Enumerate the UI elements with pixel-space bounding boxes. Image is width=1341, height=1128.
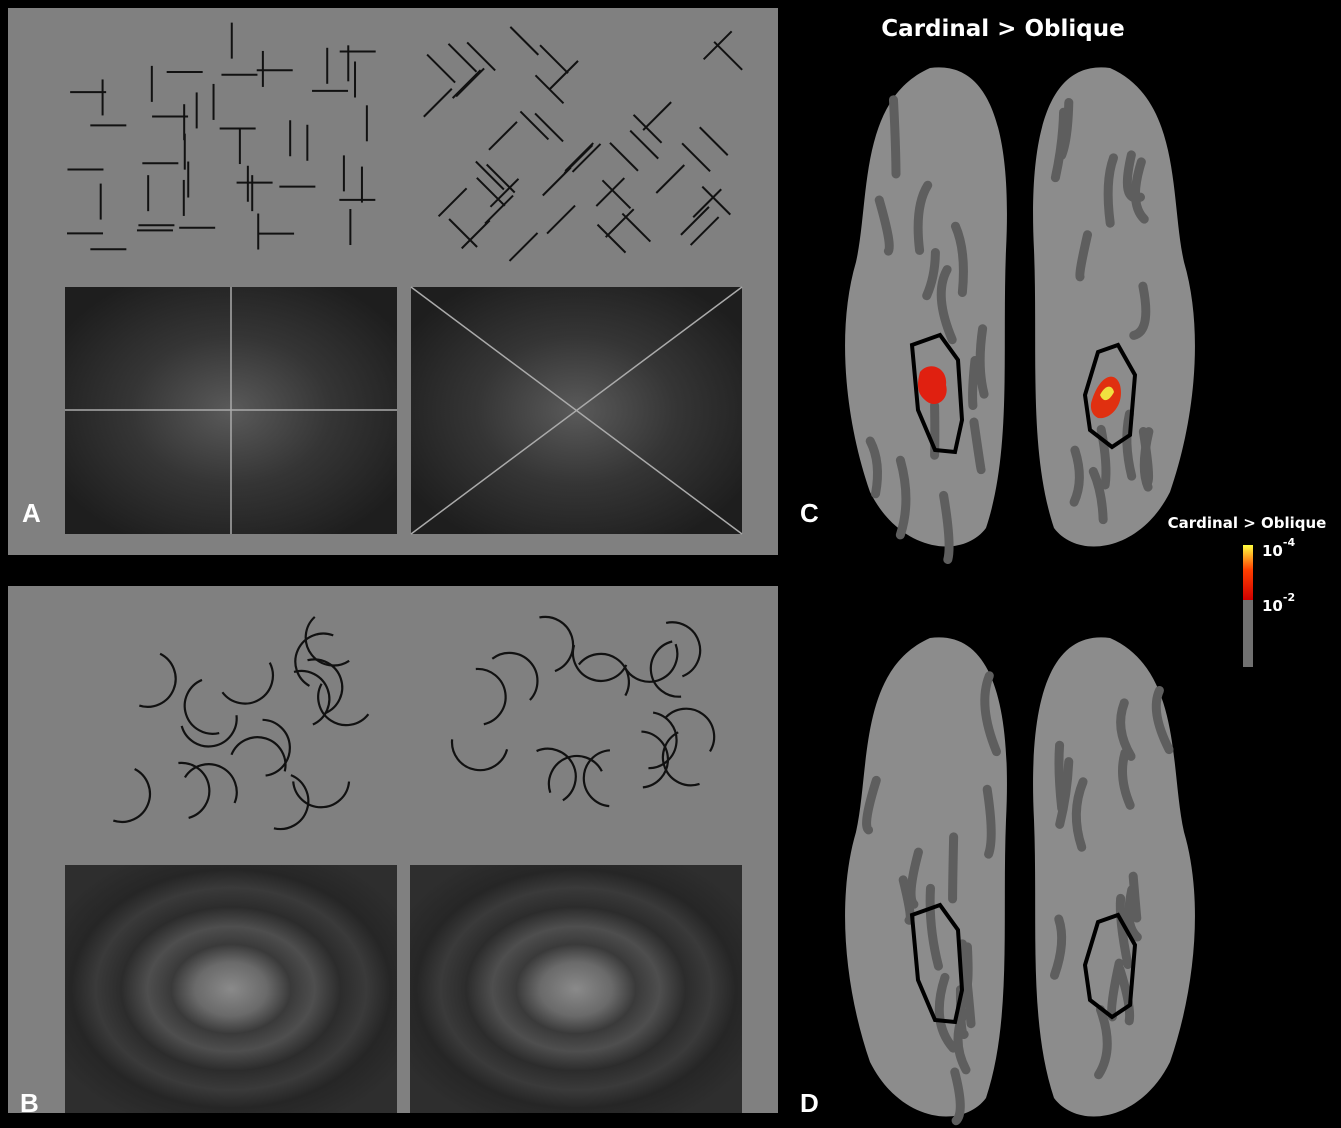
sulcus [953, 837, 954, 899]
sulcus [955, 1072, 961, 1121]
sulcus [944, 495, 949, 559]
figure: Cardinal > Oblique 10-4 10-2 Cardinal > … [0, 0, 1341, 1128]
sulcus [1144, 432, 1149, 487]
brain-c [845, 67, 1195, 559]
colorbar-tick: 10-2 [1262, 591, 1295, 615]
sulcus [973, 361, 975, 406]
sulcus [893, 100, 896, 174]
panel-label: B [20, 1088, 39, 1118]
panel-label: C [800, 498, 819, 528]
colorbar-gray [1243, 600, 1253, 667]
spectrum [410, 865, 742, 1113]
sulcus [980, 329, 984, 394]
colorbar-tick: 10-4 [1262, 536, 1295, 560]
colorbar-title: Cardinal > Oblique [1168, 514, 1327, 532]
sulcus [987, 789, 991, 854]
spectrum [65, 865, 397, 1113]
colorbar-hot [1243, 545, 1253, 600]
brain-d [845, 637, 1195, 1120]
sulcus [1133, 876, 1137, 918]
panel-label: A [22, 498, 41, 528]
panel-label: D [800, 1088, 819, 1118]
figure-title: Cardinal > Oblique [881, 16, 1124, 42]
